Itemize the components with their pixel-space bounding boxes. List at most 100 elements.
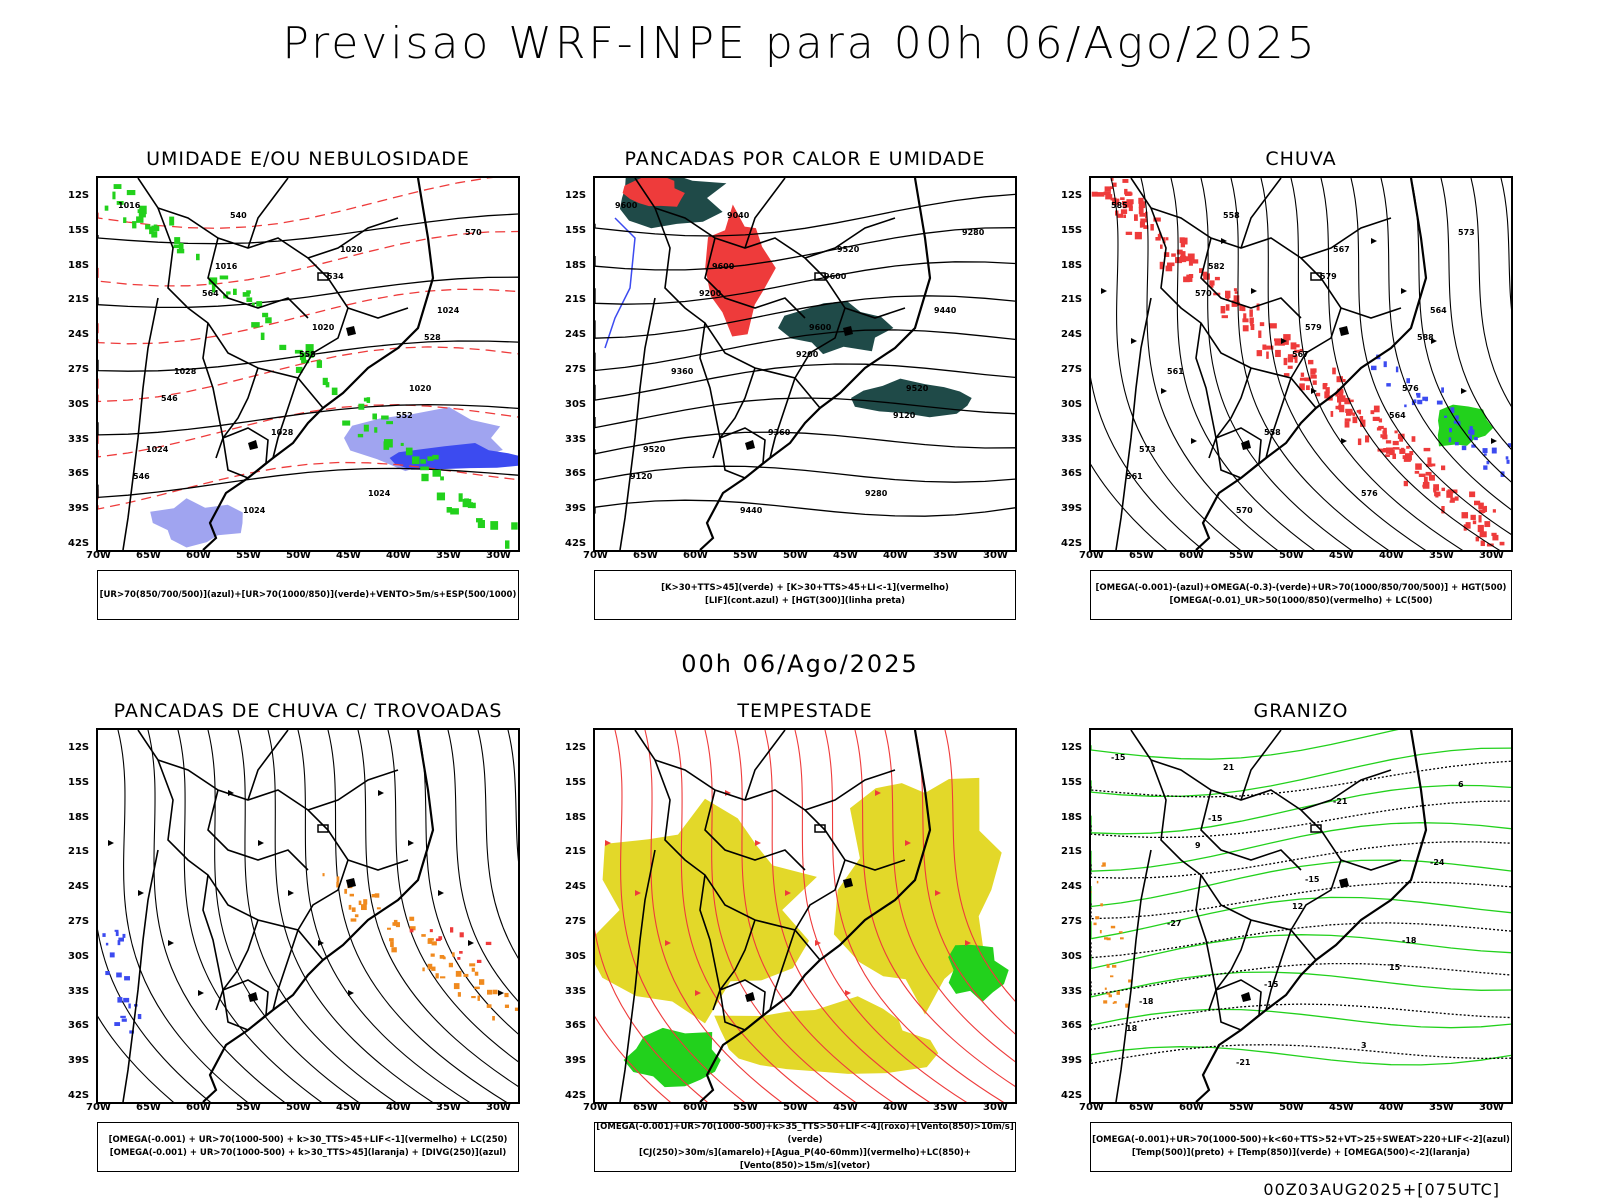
lat-tick-label: 24S: [68, 881, 90, 893]
contour-label: 9280: [865, 489, 888, 498]
panel-title: PANCADAS DE CHUVA C/ TROVOADAS: [113, 700, 503, 722]
thickness-contours: [98, 178, 518, 510]
geography: [619, 178, 932, 550]
contour-label: -24: [1430, 858, 1445, 867]
lat-tick-label: 21S: [565, 846, 587, 858]
lon-tick-label: 35W: [1429, 550, 1454, 561]
thunderstorm-orange: [322, 873, 518, 1021]
panel-legend: [OMEGA(-0.001)+UR>70(1000-500)+k>35_TTS>…: [594, 1122, 1016, 1172]
contour-label: 9: [1195, 841, 1201, 850]
contour-label: 567: [1333, 245, 1350, 254]
lon-tick-label: 60W: [683, 550, 708, 561]
rain-red: [1091, 178, 1505, 547]
geography: [619, 730, 932, 1102]
lat-tick-label: 27S: [68, 916, 90, 927]
contour-label: 570: [1195, 289, 1212, 298]
lat-tick-label: 21S: [1061, 294, 1083, 306]
contour-label: -18: [1402, 936, 1417, 945]
lon-tick-label: 70W: [1079, 1102, 1104, 1113]
contour-label: 585: [1111, 201, 1128, 210]
lat-tick-label: 30S: [565, 950, 587, 962]
lon-tick-label: 65W: [136, 1102, 161, 1113]
lat-tick-label: 24S: [565, 881, 587, 893]
map-svg: 9600 9600 9600 9520 9520 9440 9520 9440 9360 9360…: [595, 178, 1015, 550]
humidity-south: [150, 498, 243, 548]
lat-tick-label: 42S: [565, 1090, 587, 1101]
contour-label: 9600: [615, 201, 638, 210]
contour-label: 21: [1223, 763, 1235, 772]
lat-tick-label: 36S: [565, 468, 587, 480]
lat-tick-label: 15S: [565, 224, 587, 236]
lat-tick-label: 42S: [68, 1090, 90, 1101]
lat-tick-label: 42S: [565, 538, 587, 549]
lat-tick-label: 27S: [565, 916, 587, 927]
contour-label: 570: [1236, 506, 1253, 515]
panel-title: PANCADAS POR CALOR E UMIDADE: [624, 148, 986, 170]
lon-tick-label: 35W: [1429, 1102, 1454, 1113]
lon-tick-label: 40W: [386, 550, 411, 561]
lat-tick-label: 12S: [68, 190, 90, 201]
contour-label: -15: [1111, 753, 1126, 762]
contour-label: 3: [1361, 1041, 1367, 1050]
lon-tick-label: 30W: [983, 1102, 1008, 1113]
contour-label: 1020: [312, 323, 335, 332]
lon-tick-label: 65W: [1129, 1102, 1154, 1113]
lon-tick-label: 40W: [386, 1102, 411, 1113]
contour-label: 561: [1126, 472, 1143, 481]
map-frame: -15 -15 -15 -18 -18 -21 -21 -24 -27 -15 3 6 9 12 15 18 2…: [1089, 728, 1513, 1104]
lat-tick-label: 15S: [1061, 224, 1083, 236]
map-frame: [96, 728, 520, 1104]
lon-tick-label: 70W: [583, 1102, 608, 1113]
contour-label: 9520: [837, 245, 860, 254]
lat-tick-label: 18S: [1061, 811, 1083, 823]
contour-label: 9440: [740, 506, 763, 515]
contour-label: 528: [424, 333, 441, 342]
lat-tick-label: 33S: [565, 433, 587, 445]
lat-tick-label: 21S: [1061, 846, 1083, 858]
contour-labels: -15 -15 -15 -18 -18 -21 -21 -24 -27 -15 3 6 9 12 15 18 2…: [1111, 753, 1464, 1067]
lat-tick-label: 21S: [565, 294, 587, 306]
contour-label: 1016: [118, 201, 141, 210]
contour-label: 1024: [243, 506, 266, 515]
lon-tick-label: 70W: [86, 1102, 111, 1113]
lat-tick-label: 15S: [565, 776, 587, 788]
panel-legend: [OMEGA(-0.001)+UR>70(1000-500)+k<60+TTS>…: [1090, 1122, 1512, 1172]
contour-label: 540: [230, 211, 247, 220]
lon-tick-label: 35W: [436, 550, 461, 561]
lat-tick-label: 27S: [1061, 916, 1083, 927]
instability-red-2: [622, 178, 685, 207]
lat-tick-label: 21S: [68, 294, 90, 306]
lon-tick-label: 65W: [136, 550, 161, 561]
lon-tick-label: 35W: [933, 550, 958, 561]
lon-tick-label: 40W: [1379, 550, 1404, 561]
contour-label: 1024: [437, 306, 460, 315]
lat-tick-label: 30S: [1061, 398, 1083, 410]
lat-tick-label: 12S: [565, 742, 587, 753]
lat-tick-label: 42S: [1061, 538, 1083, 549]
lon-tick-label: 50W: [783, 550, 808, 561]
temp850-contours: [1091, 730, 1511, 1066]
contour-label: 1016: [215, 262, 238, 271]
contour-labels: 9600 9600 9600 9520 9520 9440 9520 9440 9360 9360…: [615, 201, 985, 515]
lon-tick-label: 45W: [1329, 550, 1354, 561]
legend-line: [LIF](cont.azul) + [HGT(300)](linha pret…: [704, 596, 906, 606]
lat-tick-label: 18S: [1061, 259, 1083, 271]
contour-label: 1024: [146, 445, 169, 454]
instability-area-tail: [851, 378, 972, 418]
contour-label: 18: [1126, 1024, 1138, 1033]
lon-tick-label: 45W: [1329, 1102, 1354, 1113]
lif-contour: [604, 217, 636, 349]
panel-title: UMIDADE E/OU NEBULOSIDADE: [146, 148, 470, 170]
lon-tick-label: 35W: [436, 1102, 461, 1113]
lon-tick-label: 50W: [286, 550, 311, 561]
contour-label: 6: [1458, 780, 1464, 789]
streamlines: [1091, 178, 1511, 550]
lat-tick-label: 24S: [1061, 881, 1083, 893]
contour-label: 561: [1167, 367, 1184, 376]
lat-tick-label: 27S: [565, 364, 587, 375]
contour-label: 9280: [962, 228, 985, 237]
lon-tick-label: 60W: [683, 1102, 708, 1113]
contour-label: 9360: [671, 367, 694, 376]
lon-tick-label: 30W: [486, 550, 511, 561]
contour-label: 564: [1430, 306, 1447, 315]
